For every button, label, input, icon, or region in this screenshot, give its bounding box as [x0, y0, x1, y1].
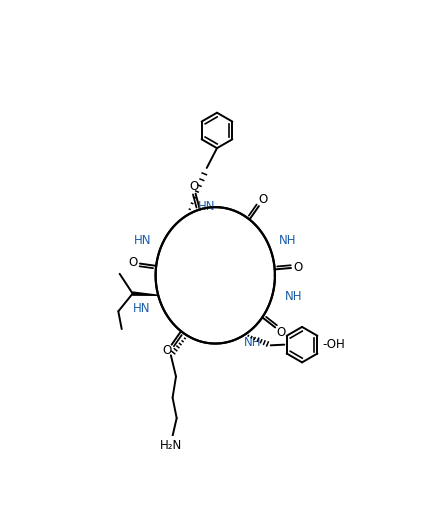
Text: O: O: [276, 326, 286, 339]
Text: HN: HN: [134, 234, 151, 247]
Text: O: O: [163, 344, 172, 358]
Text: NH: NH: [279, 234, 297, 247]
Text: HN: HN: [133, 302, 150, 314]
Text: O: O: [259, 193, 268, 206]
Text: NH: NH: [244, 335, 262, 349]
Text: O: O: [189, 180, 198, 193]
Polygon shape: [132, 292, 158, 295]
Text: -OH: -OH: [323, 338, 345, 351]
Text: H₂N: H₂N: [160, 439, 182, 452]
Text: O: O: [294, 261, 303, 274]
Text: O: O: [128, 256, 137, 269]
Text: HN: HN: [198, 200, 215, 213]
Text: NH: NH: [285, 290, 302, 303]
